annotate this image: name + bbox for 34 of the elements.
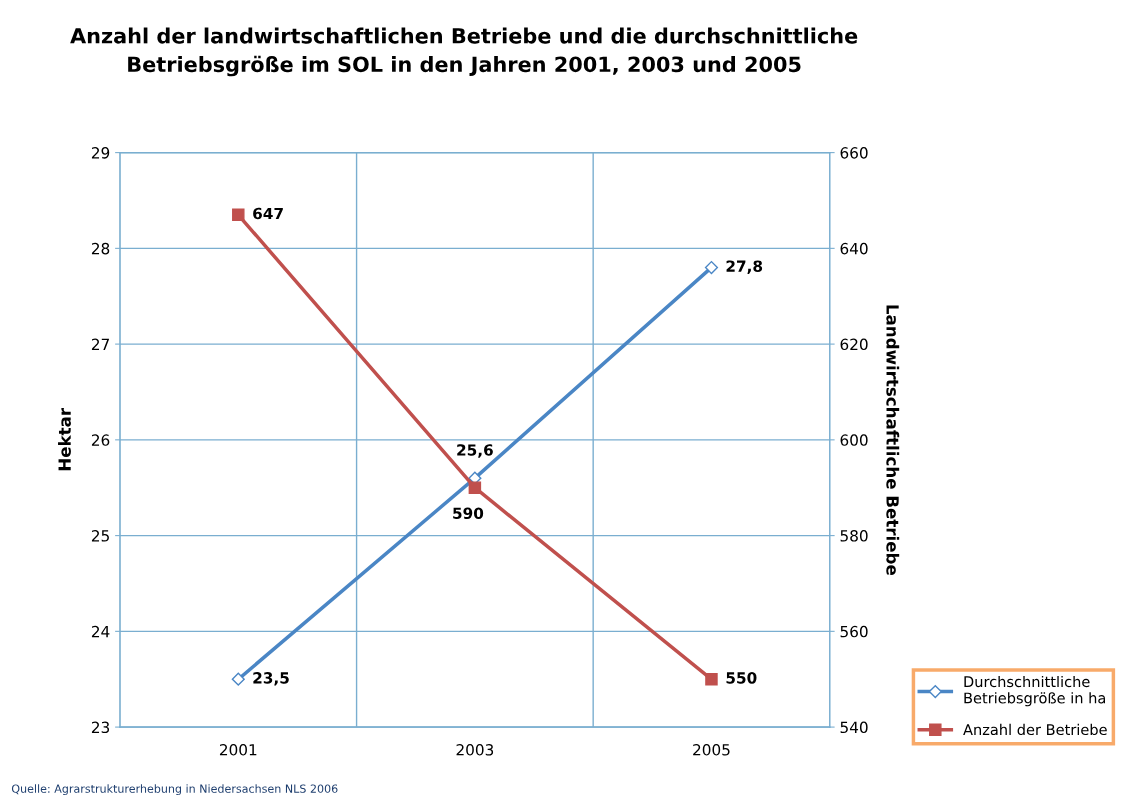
y2-tick-label: 540 (840, 721, 868, 734)
point (231, 672, 245, 686)
data-label: 27,8 (726, 260, 763, 274)
data-label: 23,5 (253, 672, 289, 686)
y2-tick-label: 640 (840, 242, 868, 255)
legend-label: Durchschnittliche Betriebsgröße in ha (964, 675, 1105, 707)
y-tick-label: 25 (91, 530, 109, 542)
y2-tick-label: 580 (840, 530, 868, 542)
point (704, 260, 719, 275)
data-label: 550 (726, 672, 757, 684)
source-note: Quelle: Agrarstrukturerhebung in Niedersachsen NLS 2006 (11, 784, 338, 796)
y2-tick-label: 660 (840, 147, 868, 159)
y2-tick-label: 600 (840, 434, 868, 446)
y-tick-label: 27 (91, 338, 109, 350)
point (468, 481, 482, 494)
data-label: 590 (453, 507, 484, 519)
data-label: 25,6 (457, 444, 493, 458)
chart-title: Anzahl der landwirtschaftlichen Betriebe und die durchschnittliche Betriebsgröße im SOL in den Jahren 2001, 2003 und 2005 (70, 27, 858, 77)
point (232, 208, 245, 222)
y2-tick-label: 620 (840, 338, 868, 351)
y2-tick-label: 560 (840, 625, 868, 638)
y-tick-label: 29 (91, 147, 110, 159)
y-tick-label: 23 (91, 721, 110, 734)
y-tick-label: 28 (91, 242, 110, 255)
y-tick-label: 24 (91, 625, 110, 638)
point (705, 672, 718, 686)
y2-axis-title: Landwirtschaftliche Betriebe (886, 305, 900, 575)
y-tick-label: 26 (91, 434, 110, 446)
x-tick-label: 2001 (219, 744, 257, 756)
legend-label: Anzahl der Betriebe (963, 723, 1107, 736)
x-tick-label: 2005 (693, 744, 730, 756)
y-axis-title: Hektar (58, 408, 71, 471)
x-tick-label: 2003 (456, 744, 494, 756)
data-label: 647 (253, 207, 283, 220)
